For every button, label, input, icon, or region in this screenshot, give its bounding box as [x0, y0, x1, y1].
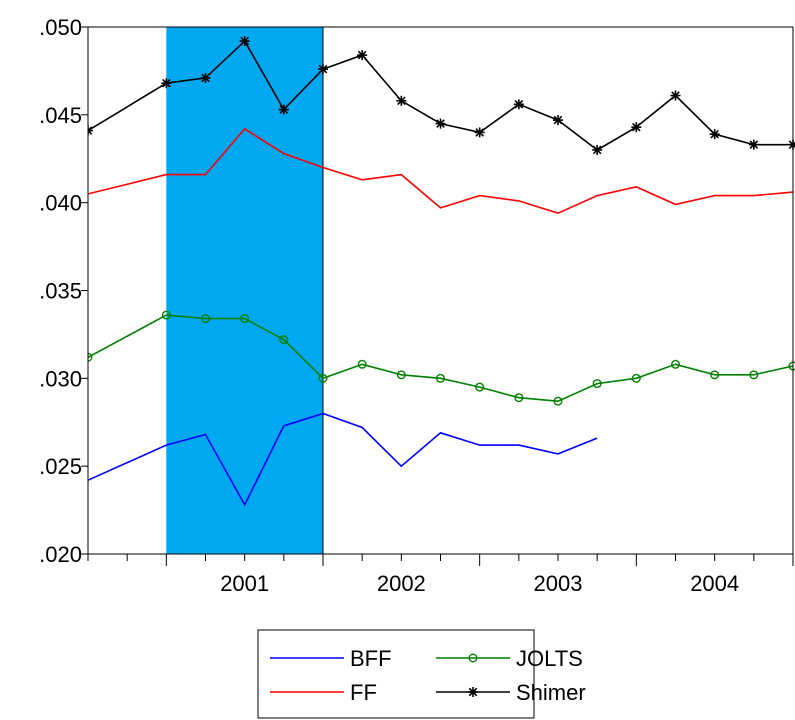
legend-label-ff: FF	[350, 680, 377, 705]
data-point-jolts	[318, 373, 328, 383]
data-point-shimer	[474, 127, 485, 138]
data-point-shimer	[592, 144, 603, 155]
series-line-ff	[88, 127, 794, 215]
series-jolts	[88, 310, 795, 406]
legend-entry-ff: FF	[270, 680, 377, 705]
legend-marker-shimer	[468, 687, 478, 697]
data-point-shimer	[709, 129, 720, 140]
data-point-shimer	[88, 125, 93, 136]
data-point-jolts	[553, 396, 563, 406]
data-point-jolts	[671, 359, 681, 369]
data-point-shimer	[200, 72, 211, 83]
data-point-jolts	[396, 370, 406, 380]
y-tick-label: .025	[39, 454, 82, 479]
data-point-shimer	[670, 90, 681, 101]
data-point-shimer	[239, 36, 250, 47]
data-point-jolts	[631, 373, 641, 383]
data-point-jolts	[749, 370, 759, 380]
legend-label-jolts: JOLTS	[516, 646, 583, 671]
y-tick-label: .040	[39, 191, 82, 216]
y-tick-label: .050	[39, 15, 82, 40]
series-line-jolts	[88, 314, 794, 403]
series-line-bff	[88, 412, 598, 507]
data-point-shimer	[631, 122, 642, 133]
legend-entry-jolts: JOLTS	[436, 646, 583, 671]
x-tick-label: 2003	[534, 571, 583, 596]
data-point-shimer	[318, 64, 328, 75]
legend-box	[257, 629, 535, 719]
data-point-jolts	[240, 314, 250, 324]
data-point-shimer	[553, 115, 563, 126]
data-point-shimer	[357, 50, 368, 61]
plot-frame	[87, 26, 794, 555]
data-point-jolts	[357, 359, 367, 369]
data-point-jolts	[436, 373, 446, 383]
data-point-jolts	[161, 310, 171, 320]
data-point-shimer	[161, 78, 172, 89]
data-point-jolts	[710, 370, 720, 380]
legend-label-shimer: Shimer	[516, 680, 586, 705]
series-line-shimer	[88, 39, 793, 151]
data-point-shimer	[513, 99, 524, 110]
y-tick-label: .045	[39, 103, 82, 128]
y-tick-label: .035	[39, 279, 82, 304]
legend-label-bff: BFF	[350, 646, 392, 671]
y-tick-label: .030	[39, 366, 82, 391]
legend-marker-jolts	[468, 653, 478, 663]
plot-area	[88, 27, 795, 554]
data-point-jolts	[475, 382, 485, 392]
legend-entry-bff: BFF	[270, 646, 392, 671]
data-point-shimer	[748, 139, 759, 150]
data-point-jolts	[592, 379, 602, 389]
legend: BFF JOLTS FF Shimer	[257, 629, 586, 719]
series-bff	[88, 412, 598, 507]
series-ff	[88, 127, 794, 215]
axes: .020 .025 .030 .035 .040 .045 .050 2001 2002 2003…	[39, 15, 794, 596]
shaded-region	[166, 27, 323, 554]
data-point-shimer	[396, 95, 407, 106]
x-tick-label: 2002	[377, 571, 426, 596]
y-tick-label: .020	[39, 542, 82, 567]
data-point-jolts	[279, 335, 289, 345]
data-point-jolts	[514, 393, 524, 403]
x-tick-label: 2004	[690, 571, 739, 596]
data-point-shimer	[435, 118, 446, 129]
data-point-jolts	[200, 314, 210, 324]
legend-entry-shimer: Shimer	[436, 680, 586, 705]
x-tick-label: 2001	[220, 571, 269, 596]
series-shimer	[88, 36, 795, 155]
data-point-shimer	[278, 104, 289, 115]
data-point-jolts	[88, 352, 93, 362]
